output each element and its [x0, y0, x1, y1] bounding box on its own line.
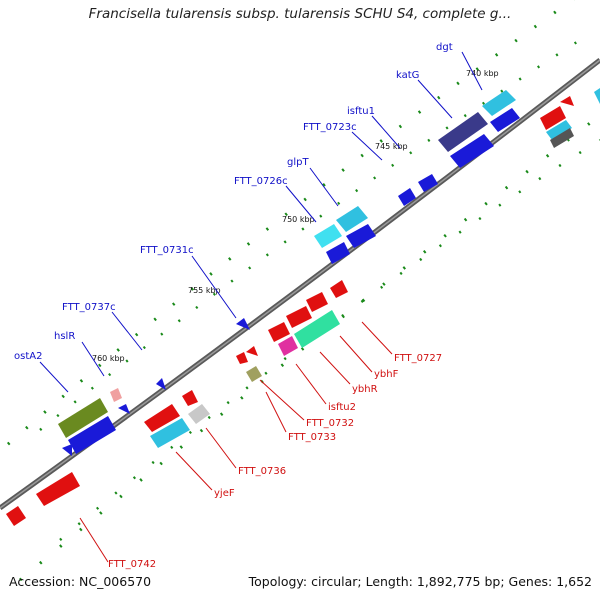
forward-labels: dgt katG isftu1 FTT_0723c glpT FTT_0726c… — [14, 42, 453, 362]
tick-label: 740 kbp — [466, 69, 499, 78]
gene-arrow[interactable] — [336, 206, 368, 232]
gene-arrow[interactable] — [540, 106, 566, 130]
gene-arrow[interactable] — [62, 444, 72, 456]
gene-arrow[interactable] — [326, 242, 350, 264]
gene-label[interactable]: FTT_0742 — [108, 559, 156, 570]
gene-label[interactable]: FTT_0732 — [306, 418, 354, 429]
gene-label[interactable]: ostA2 — [14, 351, 42, 362]
gene-label[interactable]: FTT_0726c — [234, 176, 288, 187]
gene-label[interactable]: katG — [396, 70, 419, 81]
gene-arrow[interactable] — [286, 306, 312, 328]
gene-arrow[interactable] — [58, 398, 108, 438]
gene-arrow[interactable] — [150, 418, 190, 448]
gene-arrow[interactable] — [418, 174, 438, 192]
gene-label[interactable]: FTT_0736 — [238, 466, 286, 477]
tick-label: 745 kbp — [375, 142, 408, 151]
gene-arrow[interactable] — [450, 134, 494, 168]
gene-label[interactable]: FTT_0733 — [288, 432, 336, 443]
tick-label: 750 kbp — [282, 215, 315, 224]
gene-arrow[interactable] — [188, 404, 210, 424]
gene-label[interactable]: ybhF — [374, 369, 399, 380]
gene-arrow[interactable] — [306, 292, 328, 312]
gene-arrow[interactable] — [144, 404, 180, 432]
gene-arrow[interactable] — [236, 318, 250, 330]
gene-arrow[interactable] — [246, 346, 258, 356]
reverse-labels: FTT_0727 ybhF ybhR isftu2 FTT_0732 FTT_0… — [108, 353, 442, 570]
gene-label[interactable]: glpT — [287, 157, 309, 168]
gene-arrow[interactable] — [6, 506, 26, 526]
gene-arrow[interactable] — [438, 112, 488, 152]
gene-label[interactable]: FTT_0727 — [394, 353, 442, 364]
gene-arrow[interactable] — [156, 378, 166, 390]
gene-arrow[interactable] — [546, 120, 572, 140]
gene-label[interactable]: isftu2 — [328, 402, 356, 413]
accession-label: Accession: NC_006570 — [9, 574, 152, 589]
gene-arrow[interactable] — [560, 96, 574, 106]
forward-genes — [58, 90, 520, 456]
scale-ticks: 740 kbp 745 kbp 750 kbp 755 kbp 760 kbp — [92, 69, 499, 363]
leader-lines — [39, 51, 483, 563]
tick-label: 760 kbp — [92, 354, 125, 363]
gene-label[interactable]: FTT_0731c — [140, 245, 194, 256]
gene-arrow[interactable] — [246, 366, 262, 382]
gene-label[interactable]: FTT_0737c — [62, 302, 116, 313]
gene-arrow[interactable] — [110, 388, 122, 402]
gene-arrow[interactable] — [68, 416, 116, 454]
gene-label[interactable]: yjeF — [214, 488, 235, 499]
gene-arrow[interactable] — [594, 88, 600, 104]
gene-label[interactable]: isftu1 — [347, 106, 375, 117]
tick-label: 755 kbp — [188, 286, 221, 295]
gene-arrow[interactable] — [294, 310, 340, 348]
gene-arrow[interactable] — [346, 224, 376, 248]
guide-dashes — [0, 0, 600, 582]
gene-arrow[interactable] — [278, 336, 298, 356]
gene-arrow[interactable] — [36, 472, 80, 506]
gene-arrow[interactable] — [268, 322, 290, 342]
genome-stats: Topology: circular; Length: 1,892,775 bp… — [248, 574, 592, 589]
gene-arrow[interactable] — [236, 352, 248, 364]
gene-arrow[interactable] — [314, 224, 342, 248]
gene-arrow[interactable] — [330, 280, 348, 298]
gene-arrow[interactable] — [550, 128, 574, 148]
gene-arrow[interactable] — [182, 390, 198, 406]
map-title: Francisella tularensis subsp. tularensis… — [88, 6, 512, 22]
gene-arrow[interactable] — [398, 188, 416, 206]
reverse-genes — [6, 88, 600, 526]
gene-label[interactable]: ybhR — [352, 384, 378, 395]
gene-arrow[interactable] — [118, 404, 130, 414]
gene-arrow[interactable] — [482, 90, 516, 116]
gene-label[interactable]: hslR — [54, 331, 75, 342]
gene-arrow[interactable] — [490, 108, 520, 132]
gene-label[interactable]: FTT_0723c — [303, 122, 357, 133]
gene-label[interactable]: dgt — [436, 42, 453, 53]
